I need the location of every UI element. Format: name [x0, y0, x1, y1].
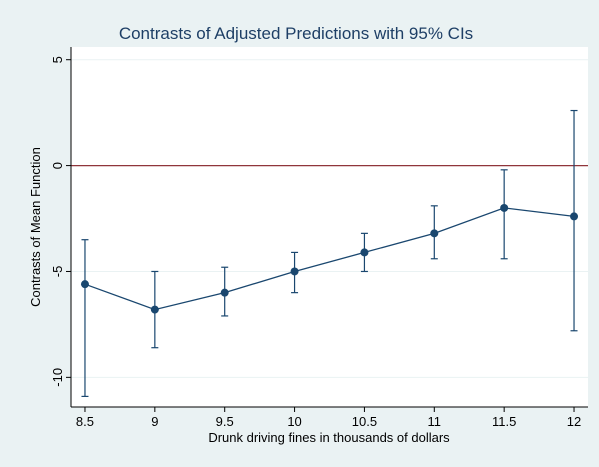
- data-point: [500, 203, 509, 212]
- y-tick-label: 0: [50, 162, 65, 169]
- x-tick-label: 12: [567, 414, 581, 429]
- x-axis-label: Drunk driving fines in thousands of doll…: [208, 430, 450, 445]
- x-tick-label: 10: [287, 414, 301, 429]
- data-point: [290, 267, 299, 276]
- data-point: [150, 305, 159, 314]
- data-point: [570, 212, 579, 221]
- plot-area: [71, 47, 588, 407]
- ticks: 5 0 -5 -10 8.5 9 9.5 10 10.5 11 11.5 12: [50, 56, 581, 429]
- data-point: [80, 280, 89, 289]
- data-point: [430, 229, 439, 238]
- y-tick-label: 5: [50, 56, 65, 63]
- x-tick-label: 11: [428, 414, 442, 429]
- series-line-group: [84, 207, 575, 311]
- data-point: [360, 248, 369, 257]
- axes: [70, 47, 588, 408]
- y-tick-label: -10: [50, 368, 65, 387]
- chart-title: Contrasts of Adjusted Predictions with 9…: [119, 24, 473, 43]
- y-tick-label: -5: [50, 266, 65, 278]
- x-tick-label: 10.5: [352, 414, 377, 429]
- x-tick-label: 11.5: [492, 414, 516, 429]
- x-tick-label: 8.5: [76, 414, 94, 429]
- data-points: [80, 203, 579, 314]
- x-tick-label: 9: [151, 414, 158, 429]
- y-axis-label: Contrasts of Mean Function: [28, 147, 43, 307]
- x-tick-label: 9.5: [216, 414, 234, 429]
- data-point: [220, 288, 229, 297]
- series-line: [84, 207, 575, 311]
